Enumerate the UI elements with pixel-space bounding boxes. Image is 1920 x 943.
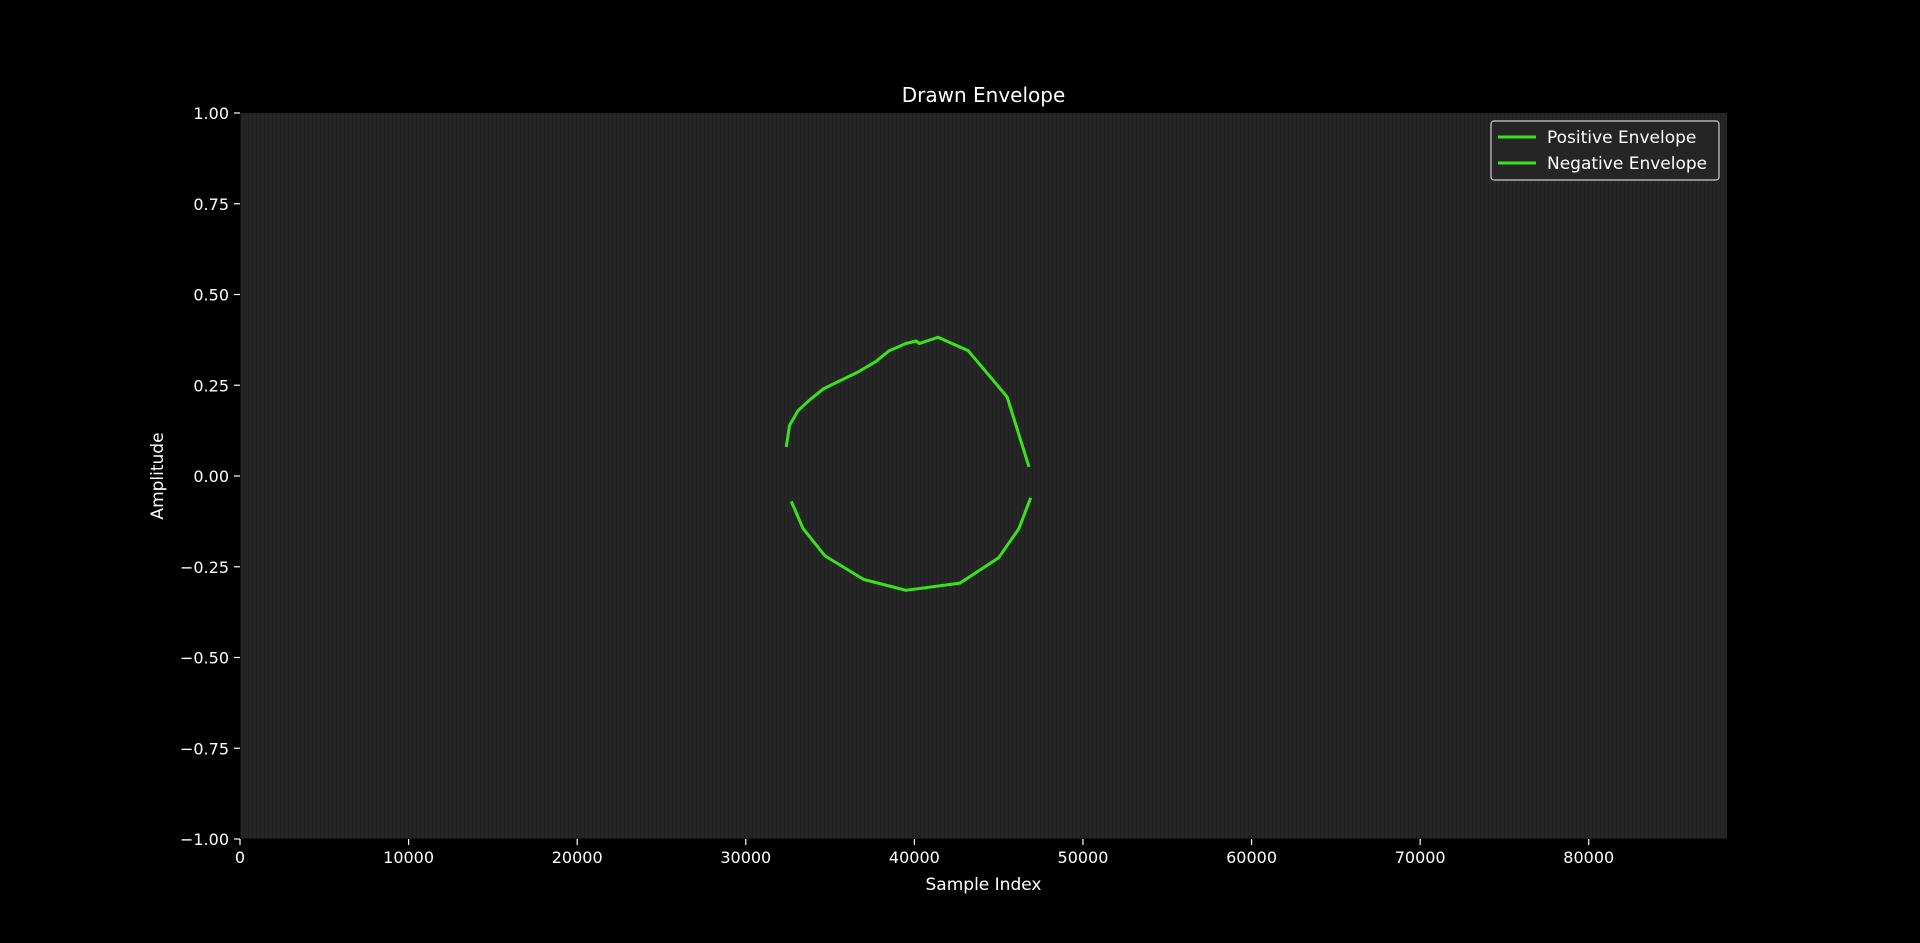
x-tick-label: 60000	[1226, 848, 1277, 867]
y-axis: 1.00 0.75 0.50 0.25 0.00 −0.25 −0.50 −0.75 −1.00	[180, 104, 241, 849]
x-tick-label: 80000	[1563, 848, 1614, 867]
x-tick-label: 50000	[1058, 848, 1109, 867]
y-tick-label: −0.50	[180, 649, 229, 668]
series-lines	[784, 335, 1033, 592]
negative-envelope-line	[789, 497, 1033, 592]
x-tick-label: 40000	[889, 848, 940, 867]
x-tick-label: 0	[235, 848, 245, 867]
x-axis: 0 10000 20000 30000 40000 50000 60000 70000 8000…	[235, 838, 1727, 867]
y-axis-title: Amplitude	[148, 432, 168, 519]
y-tick-label: −1.00	[180, 830, 229, 849]
y-tick-label: 0.75	[193, 195, 229, 214]
x-tick-label: 20000	[552, 848, 603, 867]
legend-label: Negative Envelope	[1547, 154, 1707, 174]
x-tick-label: 10000	[383, 848, 434, 867]
x-tick-label: 70000	[1395, 848, 1446, 867]
positive-envelope-line	[784, 335, 1031, 468]
legend-box	[1490, 120, 1720, 181]
y-tick-label: 1.00	[193, 104, 229, 123]
y-tick-label: 0.25	[193, 376, 229, 395]
legend: Positive Envelope Negative Envelope	[1490, 120, 1720, 181]
chart-title: Drawn Envelope	[902, 83, 1066, 107]
y-tick-label: 0.50	[193, 286, 229, 305]
y-tick-label: −0.75	[180, 739, 229, 758]
y-tick-label: −0.25	[180, 558, 229, 577]
x-axis-title: Sample Index	[926, 875, 1042, 895]
waveform-texture	[240, 113, 1727, 839]
y-tick-label: 0.00	[193, 467, 229, 486]
legend-label: Positive Envelope	[1547, 128, 1696, 148]
x-tick-label: 30000	[720, 848, 771, 867]
